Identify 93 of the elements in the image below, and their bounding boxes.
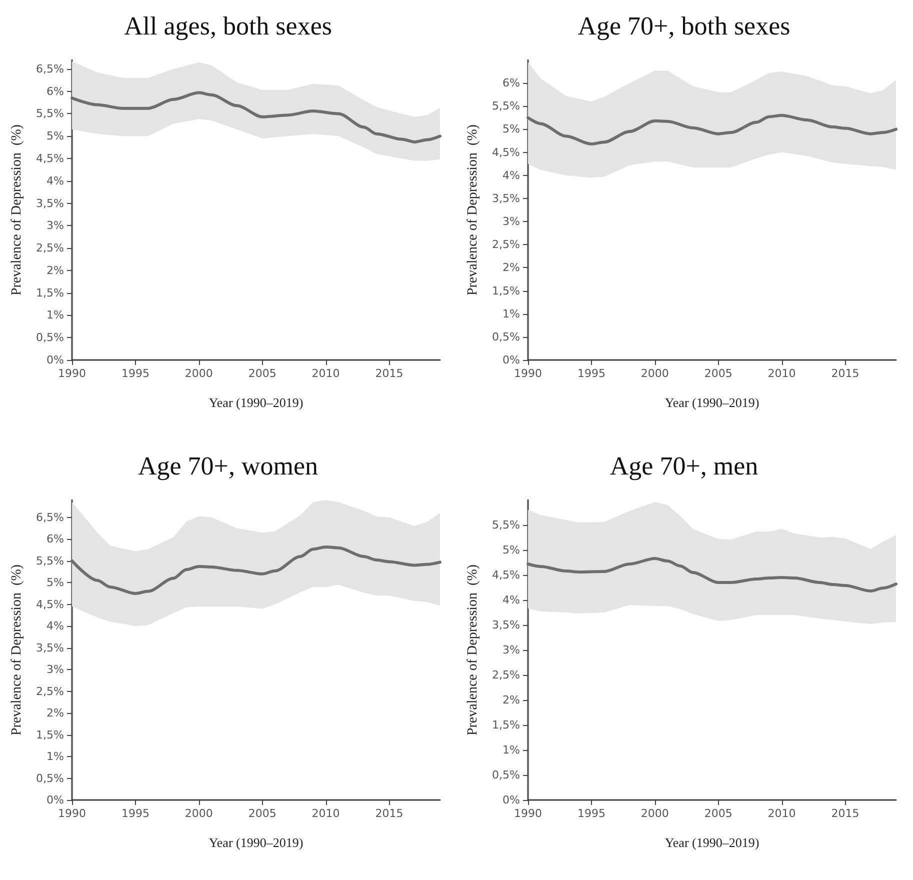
y-tick-label: 1%: [502, 307, 520, 320]
y-tick-label: 1%: [46, 308, 64, 322]
y-tick-label: 2,5%: [36, 242, 64, 255]
y-tick-label: 4%: [46, 174, 64, 188]
y-tick-label: 0%: [46, 794, 64, 806]
y-tick-label: 4,5%: [492, 146, 520, 159]
x-tick-label: 2005: [248, 367, 276, 380]
y-tick-label: 3,5%: [36, 196, 64, 210]
x-axis-title: Year (1990–2019): [664, 395, 760, 410]
y-tick-label: 4%: [502, 168, 520, 182]
x-tick-label: 1995: [577, 367, 606, 380]
y-tick-label: 6,5%: [36, 510, 64, 524]
y-tick-label: 6%: [46, 84, 64, 98]
chart-title: Age 70+, women: [138, 452, 318, 480]
x-tick-label: 1995: [121, 807, 150, 820]
x-axis-title: Year (1990–2019): [208, 395, 304, 410]
y-tick-label: 4,5%: [492, 568, 520, 582]
y-tick-label: 0,5%: [492, 768, 520, 782]
line-series: [526, 557, 898, 592]
y-tick-label: 3,5%: [492, 618, 520, 632]
y-tick-label: 2,5%: [36, 684, 64, 698]
y-tick-label: 1,5%: [36, 728, 64, 742]
y-tick-label: 4%: [46, 620, 64, 633]
y-tick-label: 5,5%: [36, 554, 64, 568]
y-tick-label: 2%: [46, 706, 64, 720]
y-tick-label: 0,5%: [36, 772, 64, 785]
y-tick-label: 2%: [502, 694, 520, 706]
y-tick-label: 5,5%: [492, 100, 520, 113]
y-axis-title: Prevalence of Depression (%): [10, 564, 24, 736]
y-tick-label: 1%: [46, 750, 64, 764]
chart-title: Age 70+, men: [610, 452, 758, 480]
x-axis-title: Year (1990–2019): [208, 835, 304, 850]
y-tick-label: 5,5%: [492, 518, 520, 532]
x-tick-label: 2010: [312, 807, 340, 820]
x-tick-label: 1990: [58, 367, 86, 380]
y-tick-label: 6,5%: [36, 62, 64, 76]
y-tick-label: 0%: [46, 354, 64, 366]
y-tick-label: 1,5%: [492, 718, 520, 732]
y-axis-title: Prevalence of Depression (%): [10, 124, 24, 296]
x-tick-label: 1990: [514, 807, 542, 820]
x-tick-label: 2010: [768, 807, 796, 820]
x-tick-label: 2015: [375, 807, 404, 820]
y-axis-title: Prevalence of Depression (%): [466, 564, 480, 736]
y-tick-label: 0,5%: [492, 330, 520, 344]
y-tick-label: 3%: [46, 219, 64, 232]
y-tick-label: 0%: [502, 354, 520, 366]
line-series: [70, 545, 442, 595]
x-tick-label: 2005: [704, 807, 732, 820]
y-tick-label: 5%: [502, 544, 520, 556]
x-tick-label: 2015: [375, 367, 404, 380]
y-tick-label: 6%: [46, 532, 64, 546]
x-tick-label: 2010: [312, 367, 340, 380]
y-tick-label: 1,5%: [492, 284, 520, 298]
line-series: [70, 91, 442, 144]
x-axis-title: Year (1990–2019): [664, 835, 760, 850]
x-tick-label: 1995: [121, 367, 150, 380]
y-tick-label: 2,5%: [492, 668, 520, 682]
y-tick-label: 5%: [46, 130, 64, 143]
y-tick-label: 0,5%: [36, 331, 64, 344]
y-tick-label: 4,5%: [36, 598, 64, 611]
y-tick-label: 3%: [502, 644, 520, 656]
x-tick-label: 2000: [184, 367, 213, 380]
x-tick-label: 2005: [248, 807, 276, 820]
y-tick-label: 2%: [46, 264, 64, 277]
x-tick-label: 2000: [184, 807, 213, 820]
y-axis-title: Prevalence of Depression (%): [466, 124, 480, 296]
chart-title: Age 70+, both sexes: [578, 12, 790, 40]
y-tick-label: 3%: [46, 663, 64, 676]
y-tick-label: 6%: [502, 76, 520, 90]
y-tick-label: 3,5%: [36, 641, 64, 654]
y-tick-label: 2%: [502, 261, 520, 274]
y-tick-label: 5,5%: [36, 107, 64, 120]
x-tick-label: 2005: [704, 367, 732, 380]
y-tick-label: 3,5%: [492, 192, 520, 205]
y-tick-label: 2,5%: [492, 238, 520, 252]
x-tick-label: 2000: [640, 367, 669, 380]
y-tick-label: 5%: [502, 122, 520, 136]
x-tick-label: 1990: [514, 367, 542, 380]
x-tick-label: 2000: [640, 807, 669, 820]
x-tick-label: 1990: [58, 807, 86, 820]
y-tick-label: 4,5%: [36, 152, 64, 166]
chart-title: All ages, both sexes: [124, 12, 332, 40]
y-tick-label: 1,5%: [36, 286, 64, 300]
x-tick-label: 2015: [831, 367, 860, 380]
y-tick-label: 0%: [502, 794, 520, 806]
y-tick-label: 1%: [502, 744, 520, 756]
y-tick-label: 4%: [502, 594, 520, 606]
x-tick-label: 2010: [768, 367, 796, 380]
x-tick-label: 2015: [831, 807, 860, 820]
x-tick-label: 1995: [577, 807, 606, 820]
y-tick-label: 5%: [46, 576, 64, 590]
line-series: [526, 114, 898, 146]
y-tick-label: 3%: [502, 215, 520, 228]
